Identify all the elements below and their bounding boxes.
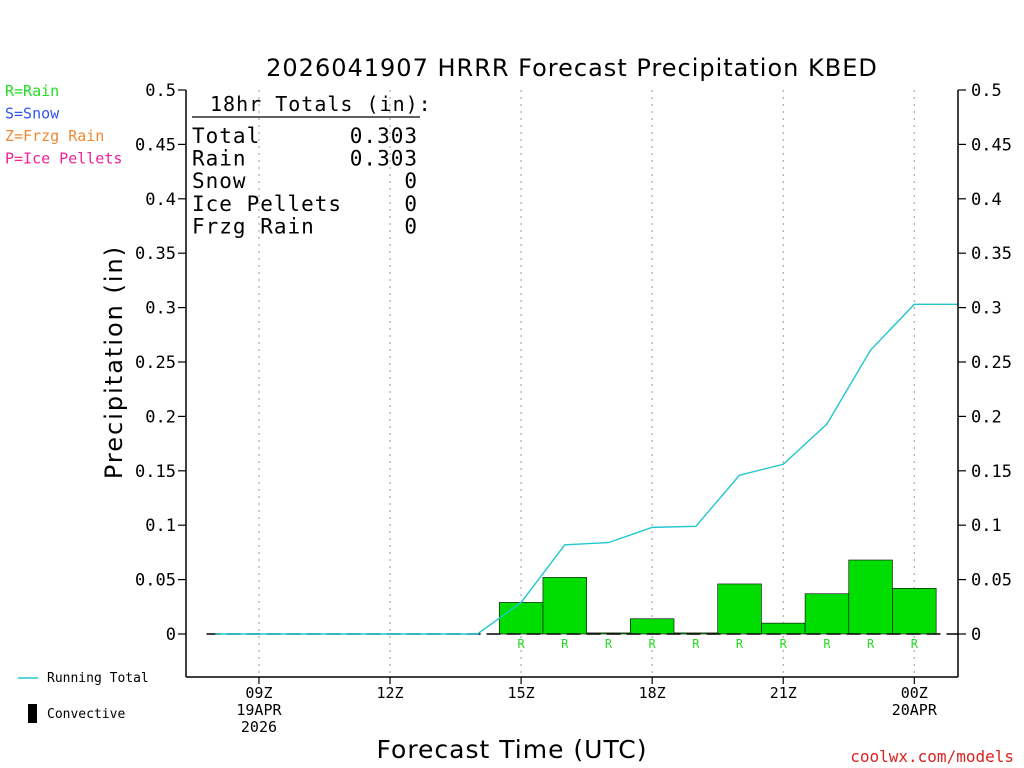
precip-type-label-0: R [517, 637, 525, 651]
precip-bar-9 [892, 588, 937, 635]
running-total-line [215, 303, 958, 635]
y-tick-label-right-7: 0.35 [971, 244, 1012, 264]
y-tick-label-left-8: 0.4 [145, 190, 176, 210]
y-tick-label-right-8: 0.4 [971, 190, 1002, 210]
axes-layer: 0 00.05 0.050.1 0.10.15 0.150.2 0.20.25 0.250.… [135, 81, 1012, 736]
precip-bar-5 [717, 583, 762, 635]
x-tick-label-5-1: 20APR [892, 701, 938, 719]
y-tick-label-left-1: 0.05 [135, 571, 176, 591]
totals-label-1: Rain [192, 147, 247, 171]
legend-type-1: S=Snow [5, 105, 60, 123]
x-axis-label: Forecast Time (UTC) [377, 735, 648, 764]
y-tick-label-right-2: 0.1 [971, 516, 1002, 536]
legend-type-2: Z=Frzg Rain [5, 127, 104, 145]
y-tick-label-right-3: 0.15 [971, 462, 1012, 482]
precip-bar-3 [630, 618, 675, 635]
legend-convective-swatch [28, 704, 37, 723]
y-tick-label-right-1: 0.05 [971, 571, 1012, 591]
totals-label-4: Frzg Rain [192, 214, 315, 238]
y-tick-label-right-4: 0.2 [971, 407, 1002, 427]
totals-header: 18hr Totals (in): [210, 92, 432, 116]
x-tick-label-0-1: 19APR [236, 701, 282, 719]
precip-type-label-3: R [649, 637, 657, 651]
y-tick-label-right-5: 0.25 [971, 353, 1012, 373]
totals-box: 18hr Totals (in): Total 0.303 Rain 0.303 Snow… [192, 92, 432, 238]
y-tick-label-left-5: 0.25 [135, 353, 176, 373]
totals-value-2: 0 [404, 169, 418, 193]
legend-running-total-label: Running Total [47, 671, 149, 686]
totals-value-3: 0 [404, 192, 418, 216]
precip-bar-0 [498, 602, 544, 635]
x-tick-label-0-2: 2026 [241, 718, 277, 736]
y-tick-label-left-0: 0 [166, 625, 176, 645]
precip-type-label-6: R [780, 637, 788, 651]
totals-label-3: Ice Pellets [192, 192, 342, 216]
x-tick-label-3-0: 18Z [639, 684, 666, 702]
y-tick-label-left-4: 0.2 [145, 407, 176, 427]
y-axis-label: Precipitation (in) [100, 245, 128, 479]
x-tick-label-5-0: 00Z [901, 684, 928, 702]
y-tick-label-left-6: 0.3 [145, 299, 176, 319]
chart-title: 2026041907 HRRR Forecast Precipitation K… [266, 54, 878, 82]
running-total-layer [215, 303, 958, 635]
precip-type-label-5: R [736, 637, 744, 651]
y-tick-label-right-10: 0.5 [971, 81, 1002, 101]
precip-type-label-4: R [692, 637, 700, 651]
x-tick-label-2-0: 15Z [508, 684, 535, 702]
legend-convective-label: Convective [47, 707, 125, 722]
precip-type-label-1: R [561, 637, 569, 651]
precip-type-label-9: R [911, 637, 919, 651]
totals-value-0: 0.303 [350, 124, 418, 148]
y-tick-label-left-3: 0.15 [135, 462, 176, 482]
precip-bar-1 [542, 577, 587, 635]
y-tick-label-right-0: 0 [971, 625, 981, 645]
y-tick-label-right-6: 0.3 [971, 299, 1002, 319]
x-tick-label-4-0: 21Z [770, 684, 797, 702]
y-tick-label-left-2: 0.1 [145, 516, 176, 536]
totals-value-1: 0.303 [350, 147, 418, 171]
y-tick-label-left-9: 0.45 [135, 135, 176, 155]
y-tick-label-right-9: 0.45 [971, 135, 1012, 155]
totals-value-4: 0 [404, 214, 418, 238]
legend-type-3: P=Ice Pellets [5, 150, 122, 168]
legend: R=Rain S=Snow Z=Frzg Rain P=Ice Pellets Runn… [5, 82, 149, 723]
precip-bar-7 [804, 593, 850, 635]
legend-type-0: R=Rain [5, 82, 59, 100]
y-tick-label-left-10: 0.5 [145, 81, 176, 101]
x-tick-label-1-0: 12Z [376, 684, 403, 702]
credit-text: coolwx.com/models [850, 747, 1014, 766]
y-tick-label-left-7: 0.35 [135, 244, 176, 264]
precip-type-label-7: R [823, 637, 831, 651]
precip-bar-6 [761, 622, 806, 635]
totals-label-2: Snow [192, 169, 247, 193]
x-tick-label-0-0: 09Z [245, 684, 272, 702]
precip-bar-8 [848, 559, 893, 635]
totals-label-0: Total [192, 124, 260, 148]
precip-type-label-8: R [867, 637, 875, 651]
precip-type-label-2: R [605, 637, 613, 651]
